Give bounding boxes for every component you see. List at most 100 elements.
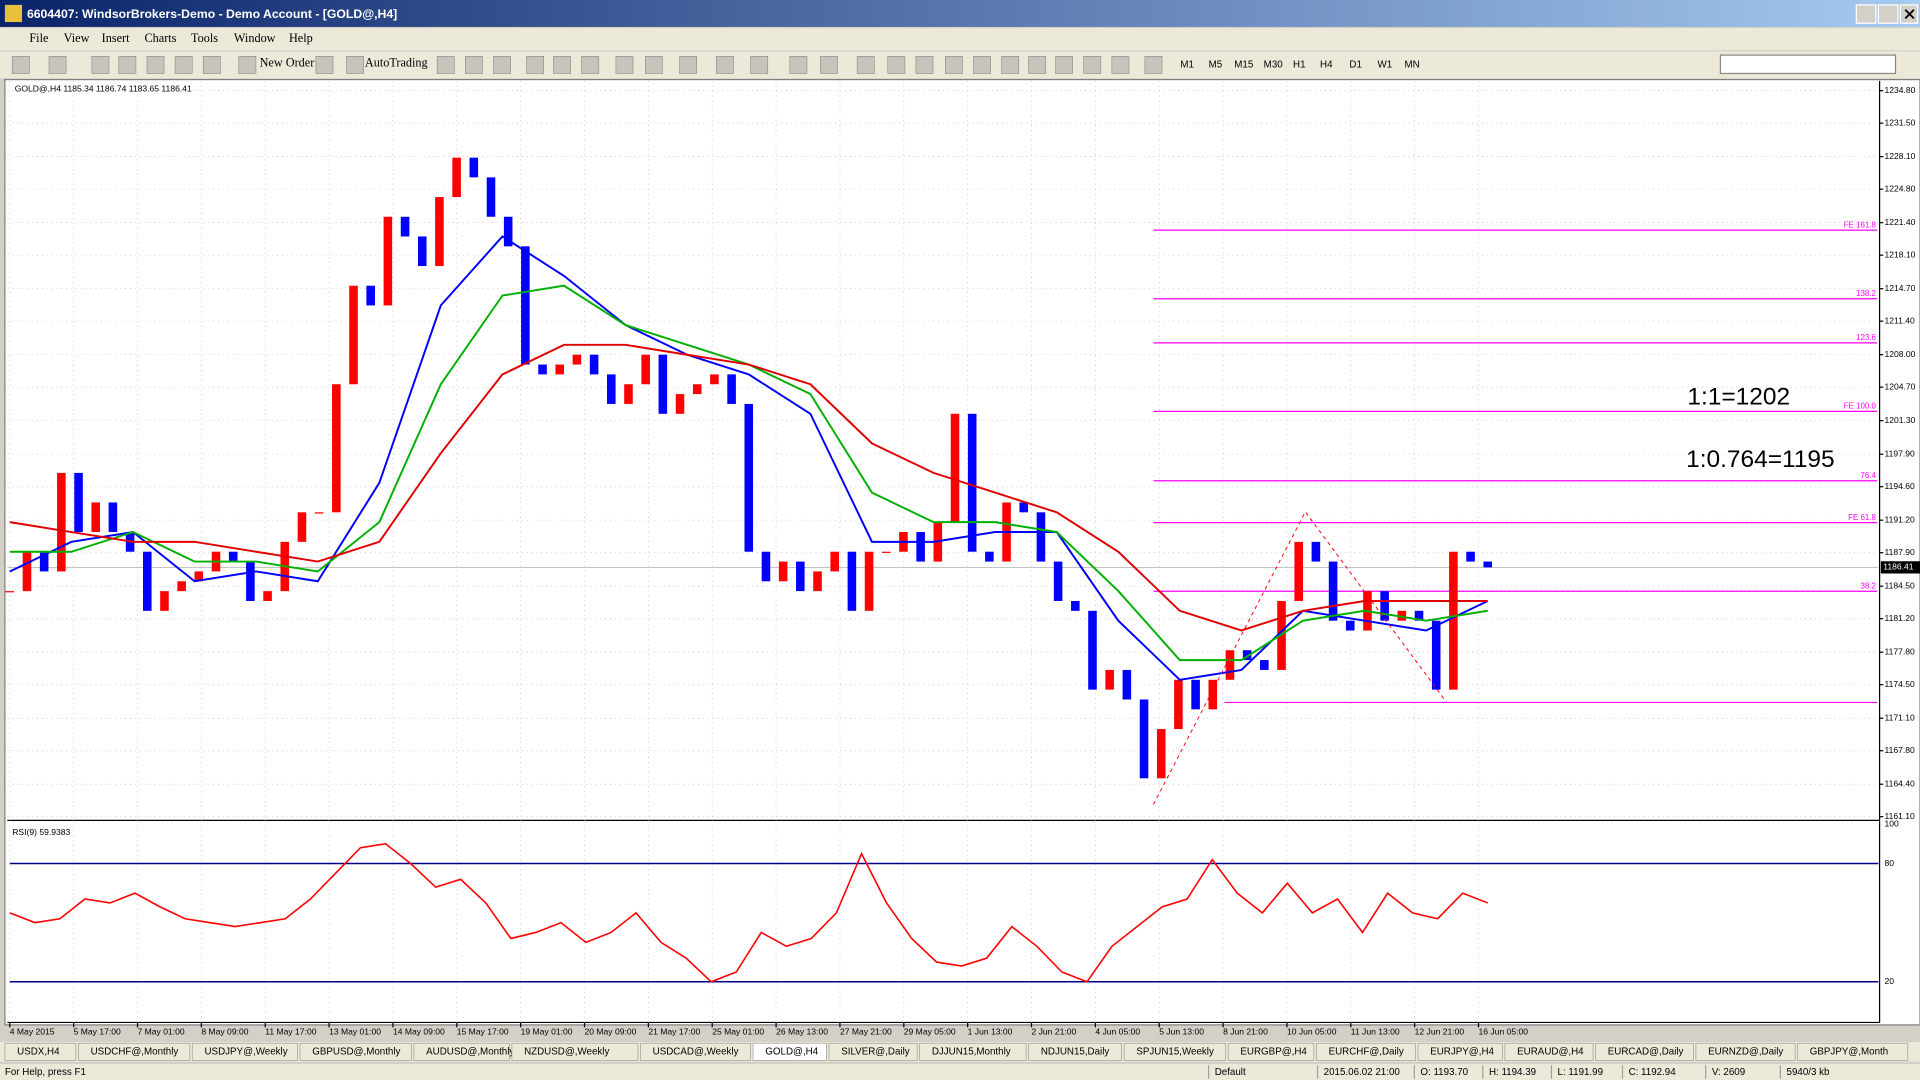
toolbar-icon[interactable] xyxy=(750,56,769,74)
toolbar-icon[interactable] xyxy=(645,56,663,74)
tab[interactable] xyxy=(1417,1042,1503,1061)
tab[interactable] xyxy=(4,1042,77,1061)
toolbar-icon[interactable] xyxy=(146,56,165,74)
tab-label[interactable]: USDX,H4 xyxy=(17,1046,60,1057)
tab-label[interactable]: SILVER@,Daily xyxy=(841,1046,910,1057)
tab-label[interactable]: AUDUSD@,Monthly xyxy=(426,1046,514,1057)
toolbar-icon[interactable] xyxy=(581,56,600,74)
menu-item[interactable]: View xyxy=(64,31,90,45)
menu-item[interactable]: Insert xyxy=(102,31,130,45)
tab-label[interactable]: NDJUN15,Daily xyxy=(1041,1046,1110,1057)
tab[interactable] xyxy=(828,1042,918,1061)
tab-label[interactable]: EURGBP@,H4 xyxy=(1240,1046,1307,1057)
toolbar-icon[interactable] xyxy=(1055,56,1073,74)
timeframe-button[interactable]: M1 xyxy=(1180,59,1194,70)
candle xyxy=(314,512,324,514)
tab[interactable] xyxy=(78,1042,191,1061)
tab-label[interactable]: DJJUN15,Monthly xyxy=(932,1046,1011,1057)
toolbar-icon[interactable] xyxy=(174,56,193,74)
tab-label[interactable]: USDCAD@,Weekly xyxy=(653,1046,739,1057)
tab-label[interactable]: EURJPY@,H4 xyxy=(1430,1046,1494,1057)
tab-label[interactable]: USDCHF@,Monthly xyxy=(91,1046,179,1057)
timeframe-button[interactable]: M30 xyxy=(1264,59,1284,70)
tab[interactable] xyxy=(1504,1042,1594,1061)
toolbar-icon[interactable] xyxy=(789,56,808,74)
timeframe-button[interactable]: D1 xyxy=(1349,59,1362,70)
toolbar-icon[interactable] xyxy=(11,56,30,74)
toolbar-icon[interactable] xyxy=(202,56,221,74)
tab[interactable] xyxy=(919,1042,1027,1061)
tab-label[interactable]: EURAUD@,H4 xyxy=(1517,1046,1584,1057)
toolbar-icon[interactable] xyxy=(1111,56,1130,74)
toolbar-icon[interactable] xyxy=(238,56,257,74)
toolbar-icon[interactable] xyxy=(615,56,634,74)
tab[interactable] xyxy=(413,1042,510,1061)
toolbar-icon[interactable] xyxy=(526,56,544,74)
candle xyxy=(5,591,15,593)
tab-label[interactable]: USDJPY@,Weekly xyxy=(204,1046,287,1057)
y-tick-label: 1197.90 xyxy=(1884,448,1915,458)
menu-item[interactable]: Charts xyxy=(144,31,176,45)
toolbar-icon[interactable] xyxy=(716,56,734,74)
tab-label[interactable]: GBPJPY@,Month xyxy=(1810,1046,1888,1057)
toolbar-icon[interactable] xyxy=(91,56,110,74)
menu-item[interactable]: Help xyxy=(289,31,313,45)
tab-label[interactable]: NZDUSD@,Weekly xyxy=(524,1046,609,1057)
x-tick-label: 14 May 09:00 xyxy=(393,1027,445,1037)
toolbar-icon[interactable] xyxy=(465,56,483,74)
toolbar-icon[interactable] xyxy=(436,56,455,74)
tab-label[interactable]: EURCHF@,Daily xyxy=(1329,1046,1404,1057)
search-box[interactable] xyxy=(1719,54,1897,75)
timeframe-button[interactable]: M15 xyxy=(1234,59,1254,70)
tab-label[interactable]: GBPUSD@,Monthly xyxy=(312,1046,400,1057)
toolbar-icon[interactable] xyxy=(973,56,991,74)
tab-label[interactable]: GOLD@,H4 xyxy=(765,1046,818,1057)
tab-label[interactable]: EURCAD@,Daily xyxy=(1608,1046,1684,1057)
tab-label[interactable]: SPJUN15,Weekly xyxy=(1136,1046,1214,1057)
toolbar-icon[interactable] xyxy=(915,56,934,74)
timeframe-button[interactable]: MN xyxy=(1404,59,1419,70)
tab[interactable] xyxy=(1227,1042,1315,1061)
tab[interactable] xyxy=(1315,1042,1416,1061)
toolbar-icon[interactable] xyxy=(493,56,511,74)
menu-item[interactable]: File xyxy=(29,31,48,45)
toolbar-icon[interactable] xyxy=(118,56,137,74)
tab[interactable] xyxy=(191,1042,298,1061)
toolbar-icon[interactable] xyxy=(553,56,571,74)
timeframe-button[interactable]: M5 xyxy=(1209,59,1223,70)
toolbar-icon[interactable] xyxy=(820,56,838,74)
price-chart: FE 161.8 138.2 123.6 FE 100.0 76.4 FE 61.8 38.… xyxy=(5,157,1879,779)
timeframe-button[interactable]: W1 xyxy=(1378,59,1393,70)
autotrading-button[interactable]: AutoTrading xyxy=(365,55,428,69)
candle xyxy=(435,197,444,267)
tab[interactable] xyxy=(1695,1042,1796,1061)
toolbar-icon[interactable] xyxy=(945,56,963,74)
toolbar-icon[interactable] xyxy=(1144,56,1163,74)
toolbar-icon[interactable] xyxy=(856,56,875,74)
maximize-button[interactable] xyxy=(1877,4,1899,24)
tab[interactable] xyxy=(752,1042,827,1061)
timeframe-button[interactable]: H1 xyxy=(1293,59,1306,70)
new-order-button[interactable]: New Order xyxy=(260,55,315,69)
tab-label[interactable]: EURNZD@,Daily xyxy=(1708,1046,1783,1057)
toolbar-icon[interactable] xyxy=(1028,56,1047,74)
window-buttons[interactable] xyxy=(1855,4,1919,24)
tab[interactable] xyxy=(1595,1042,1694,1061)
tab[interactable] xyxy=(1797,1042,1909,1061)
menu-item[interactable]: Tools xyxy=(191,31,218,45)
toolbar-icon[interactable] xyxy=(346,56,364,74)
toolbar-icon[interactable] xyxy=(887,56,906,74)
toolbar-icon[interactable] xyxy=(679,56,698,74)
tab[interactable] xyxy=(511,1042,639,1061)
tab[interactable] xyxy=(1123,1042,1227,1061)
toolbar-icon[interactable] xyxy=(1083,56,1102,74)
tab[interactable] xyxy=(1028,1042,1122,1061)
toolbar-icon[interactable] xyxy=(48,56,67,74)
tab[interactable] xyxy=(299,1042,412,1061)
tab[interactable] xyxy=(640,1042,751,1061)
toolbar-icon[interactable] xyxy=(315,56,334,74)
timeframe-button[interactable]: H4 xyxy=(1320,59,1333,70)
toolbar-icon[interactable] xyxy=(1001,56,1020,74)
minimize-button[interactable] xyxy=(1855,4,1877,24)
menu-item[interactable]: Window xyxy=(234,31,276,45)
